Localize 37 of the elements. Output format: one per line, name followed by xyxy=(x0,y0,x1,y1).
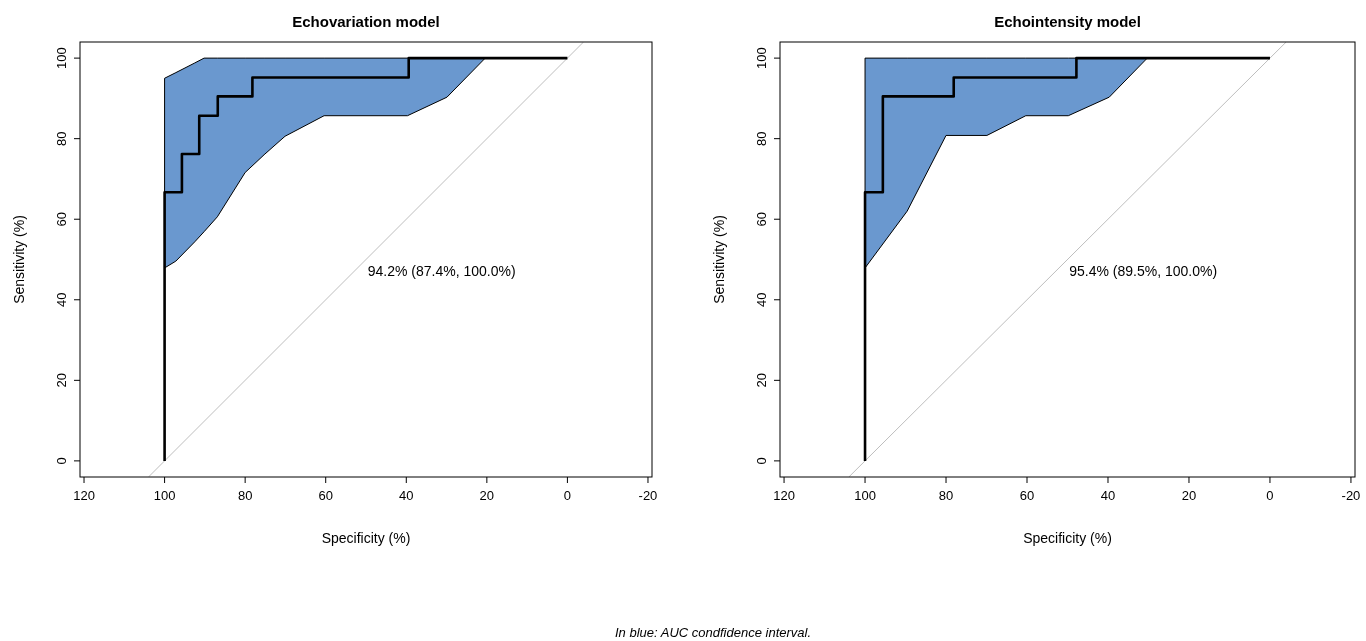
x-tick-label: 100 xyxy=(153,488,176,503)
y-tick-label: 0 xyxy=(54,457,69,465)
y-tick-label: 80 xyxy=(754,131,769,146)
y-tick-label: 60 xyxy=(54,211,69,227)
x-tick-label: 40 xyxy=(1100,488,1116,503)
y-tick-label: 20 xyxy=(754,373,769,388)
x-tick-label: -20 xyxy=(638,488,658,503)
y-tick-label: 100 xyxy=(754,47,769,69)
x-tick-label: -20 xyxy=(1341,488,1361,503)
x-tick-label: 40 xyxy=(399,488,414,503)
x-tick-label: 80 xyxy=(237,488,253,503)
x-tick-label: 20 xyxy=(479,488,495,503)
x-tick-label: 60 xyxy=(1019,488,1035,503)
chart-title: Echovariation model xyxy=(292,13,440,30)
y-axis-title: Sensitivity (%) xyxy=(11,215,27,304)
y-tick-label: 80 xyxy=(54,131,69,146)
chart-title: Echointensity model xyxy=(994,13,1141,30)
annotation: 94.2% (87.4%, 100.0%) xyxy=(367,262,516,279)
y-tick-label: 60 xyxy=(754,211,769,227)
x-tick-label: 120 xyxy=(773,488,795,503)
x-tick-label: 0 xyxy=(563,488,572,503)
x-axis-title: Specificity (%) xyxy=(1023,530,1112,546)
x-axis-title: Specificity (%) xyxy=(321,530,411,546)
y-tick-label: 20 xyxy=(54,373,69,388)
y-tick-label: 0 xyxy=(754,457,769,465)
text: In blue: AUC condfidence interval. xyxy=(614,625,812,640)
y-tick-label: 40 xyxy=(54,292,69,308)
x-tick-label: 0 xyxy=(1266,488,1274,503)
x-tick-label: 80 xyxy=(938,488,954,503)
x-tick-label: 20 xyxy=(1181,488,1197,503)
x-tick-label: 60 xyxy=(318,488,333,503)
y-axis-title: Sensitivity (%) xyxy=(711,215,727,304)
y-tick-label: 40 xyxy=(754,292,769,308)
y-tick-label: 100 xyxy=(54,47,69,69)
x-tick-label: 100 xyxy=(854,488,876,503)
annotation: 95.4% (89.5%, 100.0%) xyxy=(1069,262,1218,279)
x-tick-label: 120 xyxy=(73,488,95,503)
